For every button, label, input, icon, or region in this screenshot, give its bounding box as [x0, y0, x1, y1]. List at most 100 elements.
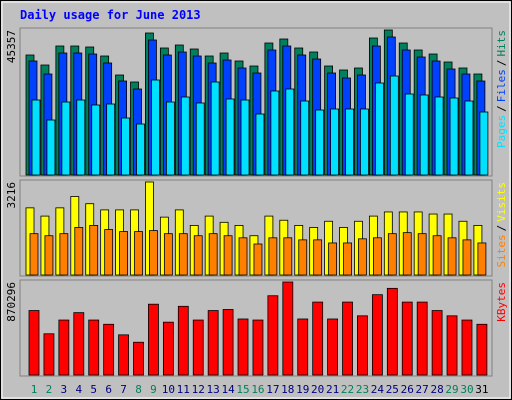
- y-tick-label: 45357: [5, 30, 18, 63]
- bar: [91, 104, 101, 176]
- x-tick-label: 24: [371, 383, 385, 396]
- bar: [360, 108, 369, 176]
- bar: [268, 237, 278, 276]
- x-tick-label: 17: [266, 383, 279, 396]
- bar: [240, 99, 250, 176]
- bar: [345, 108, 354, 176]
- bar: [416, 301, 428, 376]
- bar: [386, 287, 398, 376]
- bar: [225, 98, 235, 176]
- bar: [404, 93, 414, 176]
- bar: [255, 113, 265, 176]
- x-tick-label: 29: [445, 383, 458, 396]
- bar: [479, 111, 489, 176]
- x-tick-label: 28: [430, 383, 443, 396]
- bar: [165, 101, 175, 176]
- bar: [328, 242, 338, 276]
- x-tick-label: 13: [207, 383, 220, 396]
- bar: [177, 305, 189, 376]
- bar: [374, 82, 384, 176]
- x-tick-label: 6: [105, 383, 112, 396]
- bar: [285, 88, 295, 176]
- x-tick-label: 16: [251, 383, 264, 396]
- bar: [163, 233, 173, 276]
- bar: [28, 310, 40, 376]
- x-tick-label: 22: [341, 383, 354, 396]
- x-tick-label: 8: [135, 383, 142, 396]
- x-tick-label: 23: [356, 383, 369, 396]
- y-tick-label: 3216: [5, 182, 18, 209]
- bar: [312, 301, 324, 376]
- bar: [372, 237, 382, 276]
- legend-entry: Files: [495, 69, 508, 102]
- bar: [283, 237, 293, 276]
- x-tick-label: 30: [460, 383, 473, 396]
- legend-separator: /: [495, 60, 508, 67]
- bar: [401, 301, 413, 376]
- x-tick-label: 10: [162, 383, 175, 396]
- x-tick-label: 21: [326, 383, 339, 396]
- bar: [477, 242, 487, 276]
- bar: [73, 312, 85, 376]
- y-tick-label: 870296: [5, 282, 18, 322]
- bar: [149, 230, 158, 276]
- bar: [88, 319, 100, 376]
- x-tick-label: 31: [475, 383, 488, 396]
- x-tick-label: 27: [416, 383, 429, 396]
- bar: [371, 294, 383, 376]
- bar: [151, 79, 160, 176]
- x-tick-label: 2: [46, 383, 53, 396]
- bar: [330, 108, 340, 176]
- bar: [267, 295, 279, 376]
- x-tick-label: 25: [386, 383, 399, 396]
- bar: [133, 341, 144, 376]
- bar: [343, 242, 352, 276]
- bar: [148, 303, 159, 376]
- legend-entry: Hits: [495, 30, 508, 57]
- x-tick-label: 7: [120, 383, 127, 396]
- bar: [313, 239, 323, 276]
- x-tick-label: 14: [221, 383, 235, 396]
- bar: [103, 323, 115, 376]
- bar: [119, 231, 128, 276]
- legend-separator: /: [495, 225, 508, 232]
- bar: [419, 94, 429, 176]
- bar: [342, 301, 353, 376]
- bar: [46, 119, 56, 176]
- bar: [389, 75, 399, 176]
- bar: [136, 123, 145, 176]
- x-tick-label: 5: [90, 383, 97, 396]
- bar: [417, 233, 427, 276]
- x-tick-label: 3: [61, 383, 68, 396]
- bar: [89, 225, 99, 276]
- bar: [237, 318, 249, 376]
- bar: [76, 99, 86, 176]
- x-tick-label: 20: [311, 383, 324, 396]
- legend: Sites / Visits: [495, 182, 508, 268]
- bar: [192, 319, 204, 376]
- bar: [402, 232, 412, 276]
- bar: [222, 309, 234, 376]
- legend-entry: Sites: [495, 234, 508, 267]
- bar: [118, 334, 129, 376]
- x-tick-label: 12: [192, 383, 205, 396]
- bar: [238, 237, 248, 276]
- bar: [300, 100, 310, 176]
- legend: Pages / Files / Hits: [495, 30, 508, 148]
- bar: [178, 233, 188, 276]
- bar: [446, 315, 458, 376]
- bar: [464, 100, 474, 176]
- x-tick-label: 18: [281, 383, 294, 396]
- bar: [298, 239, 308, 276]
- bar: [432, 235, 442, 276]
- bar: [297, 318, 309, 376]
- bar: [208, 233, 218, 276]
- bar: [59, 233, 69, 276]
- legend-entry: KBytes: [495, 282, 508, 322]
- bar: [207, 310, 219, 376]
- bar: [162, 321, 174, 376]
- bar: [195, 102, 205, 176]
- x-tick-label: 19: [296, 383, 309, 396]
